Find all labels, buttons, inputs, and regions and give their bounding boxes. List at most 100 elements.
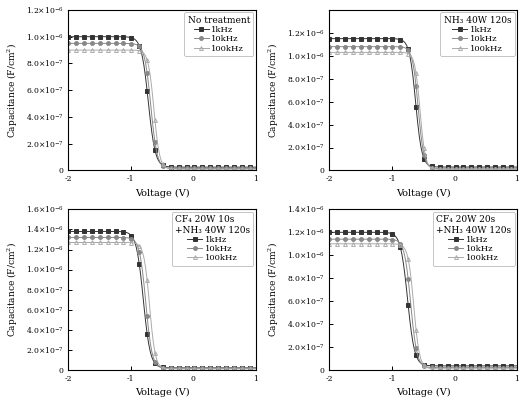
Line: 100kHz: 100kHz [66,241,258,371]
1kHz [508,364,514,368]
10kHz [194,166,201,171]
10kHz [456,166,462,171]
Y-axis label: Capacitance (F/cm$^2$): Capacitance (F/cm$^2$) [267,242,281,337]
100kHz [169,166,175,171]
Y-axis label: Capacitance (F/cm$^2$): Capacitance (F/cm$^2$) [267,43,281,138]
1kHz [246,165,253,170]
10kHz [253,366,259,371]
Line: 1kHz: 1kHz [66,229,258,370]
1kHz [253,366,259,370]
10kHz [376,237,383,242]
1kHz [475,364,481,368]
100kHz [514,167,520,172]
1kHz [65,229,71,234]
1kHz [365,230,372,235]
1kHz [104,229,111,234]
1kHz [475,165,481,170]
100kHz [213,366,219,371]
1kHz [246,366,253,370]
Line: 10kHz: 10kHz [66,235,258,370]
Legend: 1kHz, 10kHz, 100kHz: 1kHz, 10kHz, 100kHz [433,212,514,266]
Line: 100kHz: 100kHz [328,50,519,171]
10kHz [104,41,111,46]
Y-axis label: Capacitance (F/cm$^2$): Capacitance (F/cm$^2$) [6,43,20,138]
X-axis label: Voltage (V): Voltage (V) [396,189,450,198]
10kHz [246,366,253,371]
1kHz [194,165,201,170]
10kHz [116,41,122,46]
1kHz [376,36,383,41]
1kHz [514,165,520,170]
100kHz [514,366,520,371]
Line: 1kHz: 1kHz [328,37,519,169]
1kHz [326,36,332,41]
10kHz [376,44,383,49]
100kHz [430,366,437,371]
100kHz [213,167,219,172]
1kHz [456,165,462,170]
10kHz [104,235,111,240]
Line: 10kHz: 10kHz [66,42,258,170]
100kHz [430,166,437,171]
1kHz [213,366,219,370]
10kHz [365,237,372,242]
Line: 100kHz: 100kHz [328,242,519,371]
1kHz [169,366,175,370]
100kHz [194,167,201,172]
100kHz [116,48,122,52]
100kHz [104,240,111,245]
10kHz [213,166,219,171]
10kHz [508,166,514,171]
100kHz [104,48,111,52]
10kHz [65,235,71,240]
1kHz [253,165,259,170]
100kHz [194,366,201,371]
X-axis label: Voltage (V): Voltage (V) [135,388,190,397]
1kHz [104,34,111,39]
100kHz [365,241,372,246]
10kHz [326,44,332,49]
10kHz [213,366,219,371]
10kHz [246,166,253,171]
100kHz [376,50,383,55]
1kHz [169,164,175,169]
10kHz [116,235,122,240]
1kHz [326,230,332,235]
1kHz [116,34,122,39]
100kHz [456,366,462,371]
Y-axis label: Capacitance (F/cm$^2$): Capacitance (F/cm$^2$) [6,242,20,337]
Line: 10kHz: 10kHz [328,237,519,370]
Line: 1kHz: 1kHz [328,231,519,368]
Legend: 1kHz, 10kHz, 100kHz: 1kHz, 10kHz, 100kHz [440,12,514,56]
100kHz [326,50,332,55]
1kHz [194,366,201,370]
Line: 1kHz: 1kHz [66,35,258,169]
10kHz [514,166,520,171]
100kHz [508,366,514,371]
100kHz [253,167,259,172]
10kHz [194,366,201,371]
1kHz [430,364,437,368]
Legend: 1kHz, 10kHz, 100kHz: 1kHz, 10kHz, 100kHz [172,212,254,266]
10kHz [65,41,71,46]
100kHz [475,366,481,371]
1kHz [508,165,514,170]
100kHz [326,241,332,246]
10kHz [514,365,520,370]
1kHz [456,364,462,368]
X-axis label: Voltage (V): Voltage (V) [396,388,450,397]
Legend: 1kHz, 10kHz, 100kHz: 1kHz, 10kHz, 100kHz [184,12,254,56]
10kHz [475,166,481,171]
10kHz [169,166,175,171]
100kHz [376,241,383,246]
100kHz [253,366,259,371]
1kHz [65,34,71,39]
100kHz [508,167,514,172]
Line: 10kHz: 10kHz [328,45,519,171]
100kHz [365,50,372,55]
1kHz [365,36,372,41]
1kHz [213,165,219,170]
1kHz [514,364,520,368]
1kHz [376,230,383,235]
100kHz [169,366,175,371]
